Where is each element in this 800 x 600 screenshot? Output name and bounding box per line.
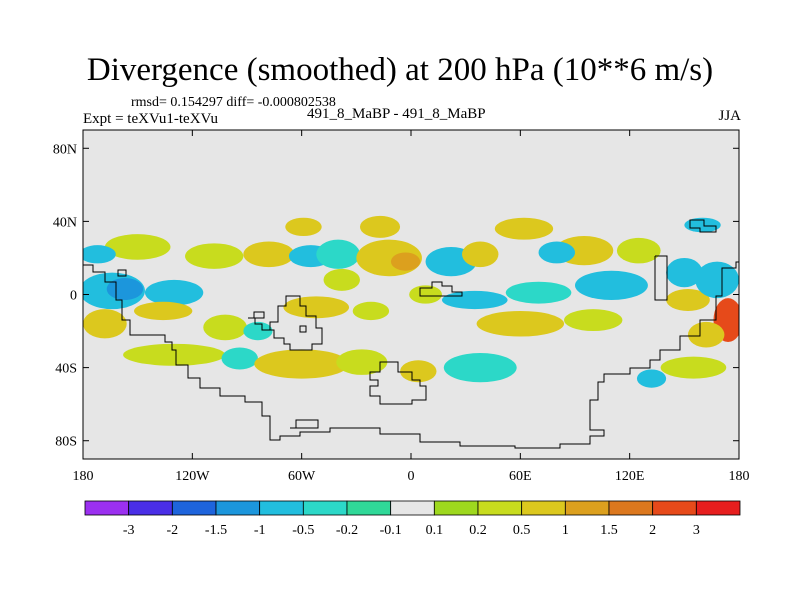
field-blob — [106, 278, 144, 300]
field-blob — [400, 360, 437, 383]
colorbar-label: 0.5 — [513, 523, 531, 538]
field-blob — [243, 241, 295, 268]
stats-label: rmsd= 0.154297 diff= -0.000802538 — [131, 95, 336, 110]
field-blob — [494, 217, 554, 240]
field-blob — [283, 296, 350, 319]
coastline-south-america — [248, 295, 323, 351]
x-tick-label: 180 — [73, 469, 94, 484]
colorbar-swatch — [128, 500, 173, 516]
x-tick-label: 120W — [175, 469, 210, 484]
colorbar-label: -2 — [166, 523, 178, 538]
x-tick-label: 60W — [288, 469, 316, 484]
colorbar-label: -0.5 — [292, 523, 314, 538]
field-blob — [666, 289, 710, 311]
cases-label: 491_8_MaBP - 491_8_MaBP — [307, 106, 486, 122]
field-blob — [352, 301, 390, 321]
y-tick-label: 0 — [70, 289, 77, 304]
x-tick-label: 120E — [615, 469, 645, 484]
colorbar-swatch — [302, 500, 348, 516]
field-blob — [144, 279, 204, 306]
colorbar-swatch — [84, 500, 130, 516]
field-layer — [83, 215, 739, 388]
field-blob — [441, 290, 508, 310]
colorbar-label: -3 — [123, 523, 135, 538]
x-tick-label: 180 — [729, 469, 750, 484]
coastline-antarctica-island — [290, 419, 319, 429]
field-blob — [221, 347, 258, 370]
field-blob — [505, 281, 572, 304]
coastline-arctic-north — [419, 281, 463, 297]
field-blob — [316, 239, 360, 269]
colorbar-swatch — [433, 500, 479, 516]
colorbar-swatch — [259, 500, 304, 516]
coastline-americas — [83, 261, 739, 449]
field-blob — [476, 310, 565, 337]
colorbar-swatch — [564, 500, 610, 516]
y-tick-label: 40S — [55, 362, 77, 377]
field-blob — [687, 321, 725, 348]
field-blob — [83, 309, 127, 339]
field-blob — [409, 285, 442, 304]
field-blob — [336, 349, 388, 375]
coastline-layer — [83, 219, 739, 449]
field-blob — [243, 321, 273, 341]
field-blob — [666, 257, 703, 288]
field-blob — [695, 261, 739, 299]
field-blob — [104, 234, 171, 260]
field-blob — [390, 252, 421, 271]
expt-label: Expt = teXVu1-teXVu — [83, 111, 218, 127]
field-blob — [254, 349, 350, 379]
y-tick-label: 80N — [53, 142, 77, 157]
colorbar-label: -0.1 — [380, 523, 402, 538]
field-blob — [443, 352, 517, 383]
colorbar-label: 1.5 — [600, 523, 618, 538]
x-axis: 180 120W 60W 0 60E 120E 180 — [73, 130, 750, 484]
field-blob — [203, 314, 247, 341]
field-blob — [359, 215, 401, 238]
field-blob — [564, 309, 623, 332]
colorbar-swatch — [608, 500, 654, 516]
season-label: JJA — [718, 108, 741, 124]
colorbar: -3 -2 -1.5 -1 -0.5 -0.2 -0.1 0.1 0.2 0.5 1 1.5 2 3 — [84, 500, 741, 538]
field-blob — [538, 241, 575, 264]
field-blob — [323, 268, 360, 291]
y-axis: 80N 40N 0 40S 80S — [53, 142, 739, 450]
y-tick-label: 40N — [53, 215, 77, 230]
colorbar-swatch — [390, 500, 435, 516]
colorbar-swatch — [171, 500, 217, 516]
field-blob — [616, 237, 661, 264]
field-blob — [636, 369, 667, 388]
colorbar-swatch — [346, 500, 392, 516]
colorbar-swatch — [652, 500, 697, 516]
colorbar-swatch — [477, 500, 523, 516]
field-blob — [123, 343, 226, 366]
field-blob — [185, 243, 244, 269]
colorbar-label: 0.2 — [469, 523, 487, 538]
field-blob — [83, 245, 116, 264]
x-tick-label: 0 — [408, 469, 415, 484]
colorbar-swatch — [695, 500, 741, 516]
field-blob — [684, 217, 721, 233]
field-blob — [134, 301, 193, 321]
colorbar-label: 2 — [649, 523, 656, 538]
y-tick-label: 80S — [55, 435, 77, 450]
field-blob — [462, 241, 499, 268]
field-blob — [285, 217, 322, 237]
field-blob — [660, 356, 727, 379]
colorbar-label: -1 — [254, 523, 266, 538]
chart-title: Divergence (smoothed) at 200 hPa (10**6 … — [86, 52, 714, 88]
coastline-pacific-islands — [117, 269, 307, 333]
colorbar-label: 0.1 — [426, 523, 444, 538]
coastline-asia-pacific — [654, 219, 717, 301]
colorbar-label: 1 — [562, 523, 569, 538]
field-blob — [575, 270, 648, 300]
colorbar-swatch — [521, 500, 566, 516]
coastline-africa — [369, 361, 427, 405]
colorbar-swatch — [215, 500, 261, 516]
colorbar-label: -0.2 — [336, 523, 358, 538]
colorbar-label: 3 — [693, 523, 700, 538]
x-tick-label: 60E — [509, 469, 532, 484]
colorbar-label: -1.5 — [205, 523, 227, 538]
